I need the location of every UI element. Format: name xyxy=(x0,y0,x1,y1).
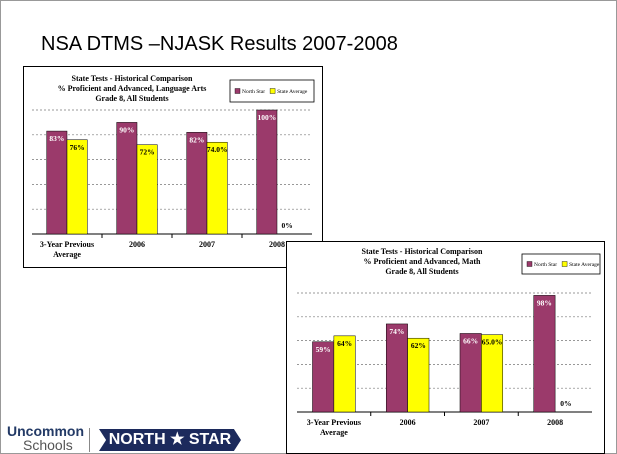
value-label: 76% xyxy=(70,143,85,152)
bar xyxy=(66,139,88,235)
x-tick-label: 2008 xyxy=(547,418,564,427)
bar xyxy=(533,295,556,413)
legend-label: State Average xyxy=(277,89,308,95)
value-label: 83% xyxy=(49,134,64,143)
bar xyxy=(333,335,356,413)
value-label: 62% xyxy=(411,341,426,350)
bar xyxy=(206,141,228,235)
chart-title: Grade 8, All Students xyxy=(385,267,458,276)
chart: State Tests - Historical Comparison% Pro… xyxy=(32,74,315,238)
bar xyxy=(136,144,158,235)
legend-label: North Star xyxy=(242,89,265,95)
logo-divider xyxy=(89,428,90,452)
chart-title: State Tests - Historical Comparison xyxy=(362,247,483,256)
value-label: 74% xyxy=(389,327,404,336)
chart-title: State Tests - Historical Comparison xyxy=(72,74,193,83)
value-label: 64% xyxy=(337,339,352,348)
value-label: 66% xyxy=(463,336,478,345)
value-label: 0% xyxy=(282,221,293,230)
legend-swatch xyxy=(526,261,533,267)
value-label: 72% xyxy=(140,148,155,157)
legend-swatch xyxy=(269,88,276,94)
x-tick-label: 2006 xyxy=(399,418,416,427)
logo-badge: NORTH ★ STAR xyxy=(99,429,241,451)
logo-text: Schools xyxy=(23,437,73,453)
x-tick-label: 2007 xyxy=(473,418,490,427)
value-label: 0% xyxy=(560,399,571,408)
value-label: 65.0% xyxy=(482,338,503,347)
legend-swatch xyxy=(561,261,568,267)
legend-swatch xyxy=(234,88,241,94)
bar xyxy=(116,122,138,235)
x-tick-label: 3-Year Previous Average xyxy=(39,240,95,259)
legend-label: State Average xyxy=(569,262,600,268)
x-tick-label: 2006 xyxy=(129,240,145,249)
chart-title: % Proficient and Advanced, Math xyxy=(364,257,482,266)
chart-box: State Tests - Historical Comparison% Pro… xyxy=(286,241,605,454)
x-tick-label: 2007 xyxy=(199,240,215,249)
chart-title: % Proficient and Advanced, Language Arts xyxy=(58,84,207,93)
bar xyxy=(481,334,504,413)
bar xyxy=(186,132,208,235)
bar xyxy=(256,109,278,235)
bar xyxy=(46,130,68,235)
bar xyxy=(407,337,430,413)
x-tick-label: 2008 xyxy=(269,240,285,249)
chart-box: State Tests - Historical Comparison% Pro… xyxy=(23,66,323,268)
chart: State Tests - Historical Comparison% Pro… xyxy=(297,247,601,416)
value-label: 59% xyxy=(316,345,331,354)
logo-text: Uncommon xyxy=(7,423,84,439)
slide-title: NSA DTMS –NJASK Results 2007-2008 xyxy=(41,33,398,55)
value-label: 98% xyxy=(537,298,552,307)
legend-box xyxy=(521,253,601,275)
value-label: 100% xyxy=(257,113,276,122)
legend-label: North Star xyxy=(534,262,557,268)
value-label: 90% xyxy=(119,125,134,134)
value-label: 74.0% xyxy=(207,145,228,154)
chart-title: Grade 8, All Students xyxy=(95,94,168,103)
x-tick-label: 3-Year Previous Average xyxy=(306,418,361,437)
value-label: 82% xyxy=(189,135,204,144)
bar xyxy=(385,323,408,413)
